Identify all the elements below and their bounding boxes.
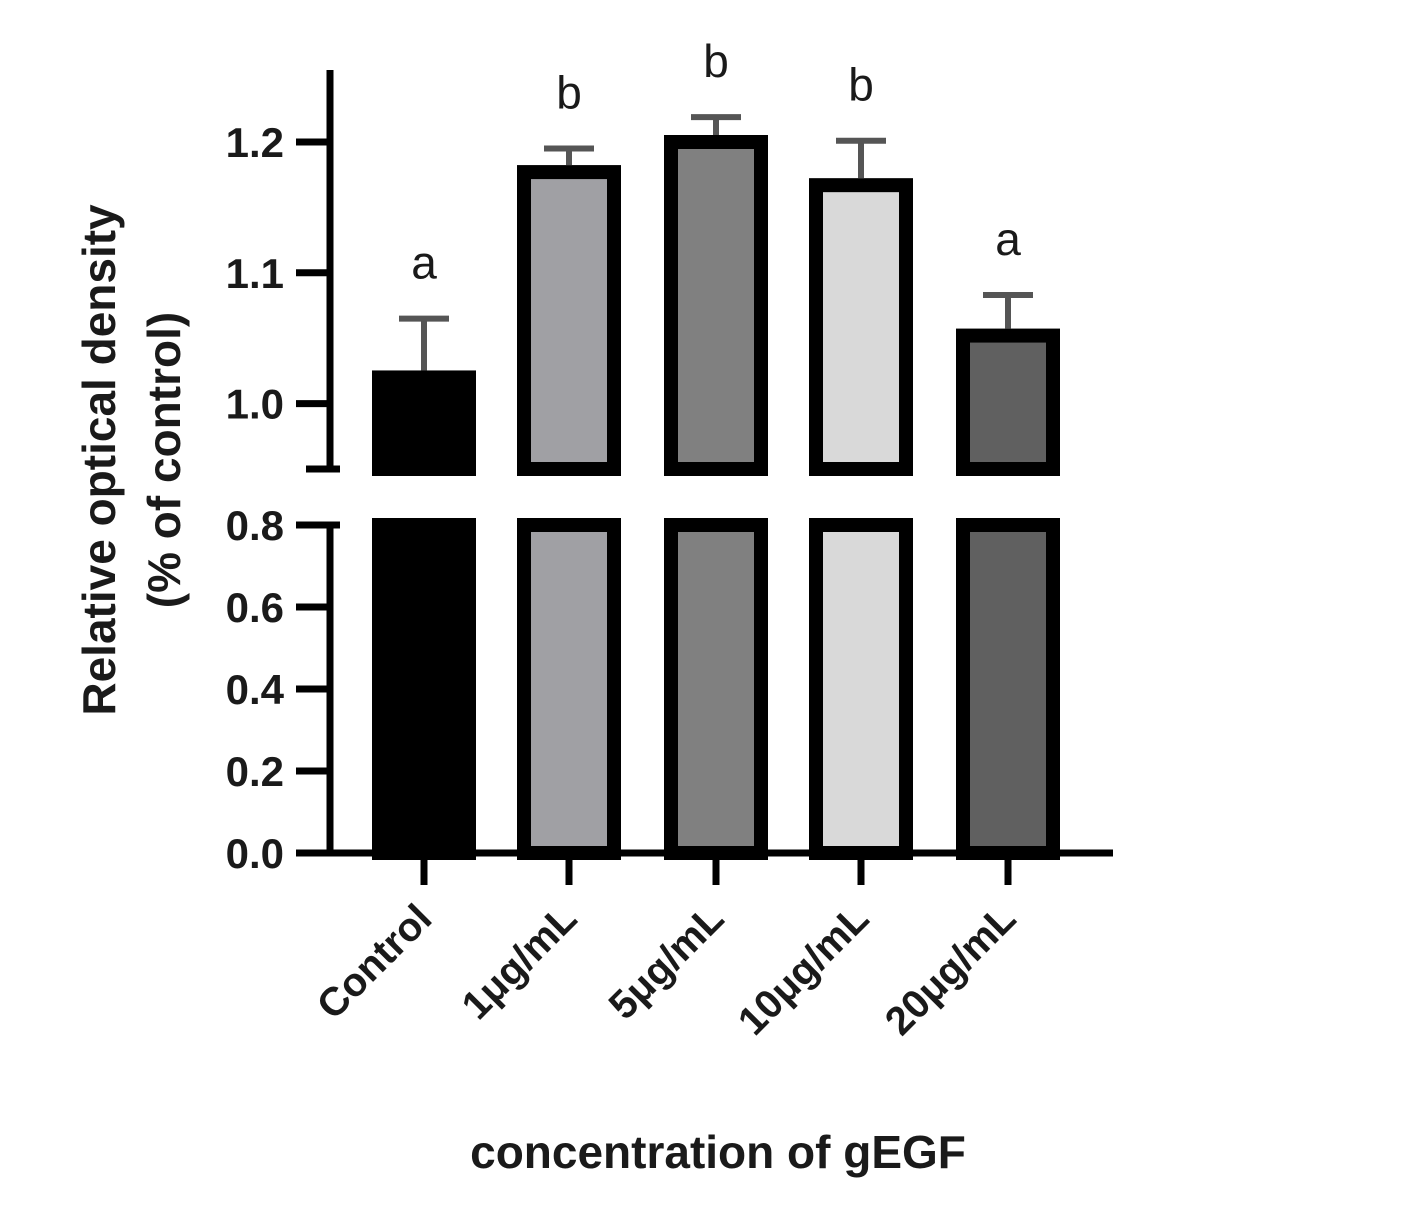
x-tick-label-1: 1μg/mL	[454, 896, 586, 1028]
x-tick-label-0: Control	[309, 896, 441, 1028]
y-tick-label-lower-3: 0.6	[226, 584, 284, 631]
y-tick-label-upper-0: 1.0	[226, 381, 284, 428]
y-tick-label-lower-4: 0.8	[226, 502, 284, 549]
y-axis-title-line2: (% of control)	[138, 312, 190, 608]
y-tick-label-upper-1: 1.1	[226, 250, 284, 297]
significance-label-3: b	[848, 59, 874, 111]
bar-upper-4	[956, 328, 1060, 477]
significance-label-1: b	[556, 67, 582, 119]
bar-upper-0	[372, 370, 476, 476]
x-tick-label-2: 5μg/mL	[601, 896, 733, 1028]
y-axis-title-line1: Relative optical density	[73, 204, 125, 716]
y-tick-label-lower-2: 0.4	[226, 666, 285, 713]
x-tick-label-3: 10μg/mL	[730, 896, 877, 1043]
y-tick-label-upper-2: 1.2	[226, 119, 284, 166]
error-bars-group	[399, 114, 1033, 371]
significance-labels-group: a b b b a	[411, 35, 1021, 288]
y-tick-label-lower-1: 0.2	[226, 748, 284, 795]
bar-upper-1	[517, 165, 621, 476]
x-tick-label-4: 20μg/mL	[877, 896, 1024, 1043]
significance-label-2: b	[703, 35, 729, 87]
y-tick-label-lower-0: 0.0	[226, 830, 284, 877]
bars-group	[372, 135, 1060, 860]
bar-upper-3	[809, 178, 913, 476]
bar-lower-1	[517, 518, 621, 860]
bar-lower-4	[956, 518, 1060, 860]
y-ticks-group: 0.0 0.2 0.4 0.6 0.8 1.0 1.1 1.2	[226, 119, 330, 877]
x-axis-title: concentration of gEGF	[470, 1126, 966, 1178]
bar-lower-3	[809, 518, 913, 860]
bar-lower-0	[372, 518, 476, 860]
bar-lower-2	[664, 518, 768, 860]
significance-label-4: a	[995, 213, 1021, 265]
bar-upper-2	[664, 135, 768, 476]
significance-label-0: a	[411, 237, 437, 289]
